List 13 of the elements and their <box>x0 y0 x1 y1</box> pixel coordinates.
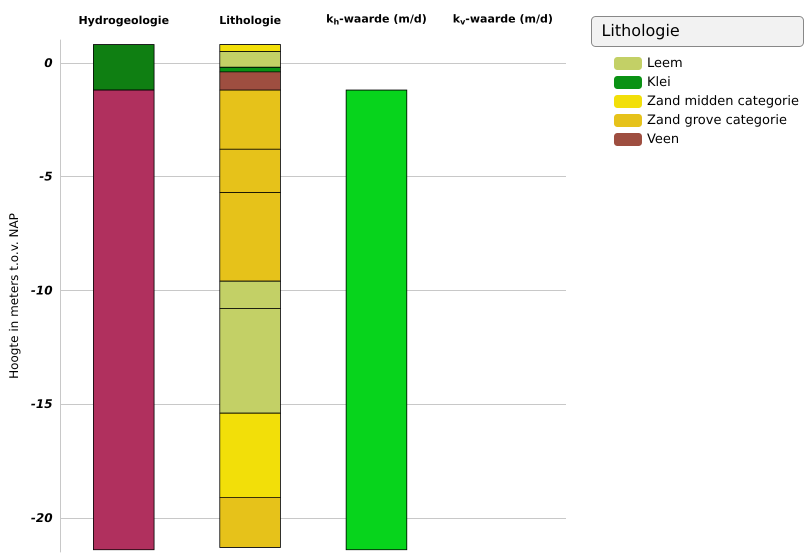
legend-label: Veen <box>646 132 680 147</box>
y-tick-label: -15 <box>30 397 53 412</box>
y-axis-title: Hoogte in meters t.o.v. NAP <box>7 213 21 379</box>
y-tick-label: 0 <box>44 56 53 70</box>
y-tick-label: -10 <box>30 283 53 298</box>
legend-label: Klei <box>646 75 671 90</box>
legend-label: Leem <box>646 56 683 71</box>
legend-label: Zand grove categorie <box>646 113 787 128</box>
x-tick-label: Lithologie <box>219 14 282 27</box>
y-tick-label: -20 <box>30 510 53 525</box>
x-tick-label: Hydrogeologie <box>78 14 170 27</box>
legend-label: Zand midden categorie <box>646 94 799 109</box>
y-tick-label: -5 <box>39 170 53 184</box>
